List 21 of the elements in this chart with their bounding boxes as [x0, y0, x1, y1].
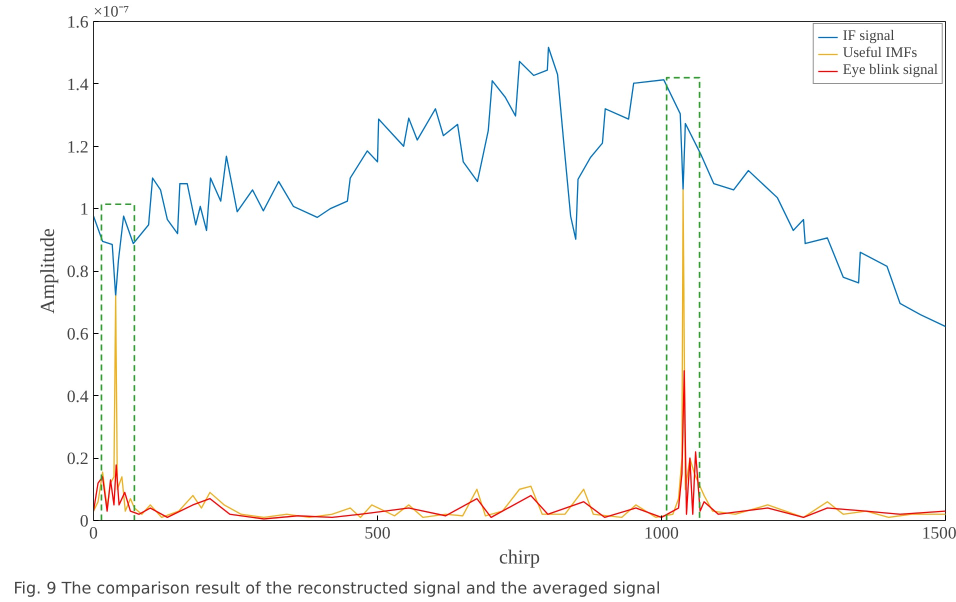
x-tick-label: 1500 [922, 524, 956, 542]
x-tick-label: 1000 [644, 524, 679, 542]
y-tick-label: 0.2 [66, 449, 89, 468]
text: ×10⁻⁷ [94, 4, 130, 20]
y-tick-label: 0 [80, 512, 89, 530]
line-series [94, 189, 946, 518]
y-tick-label: 0.8 [66, 262, 89, 281]
y-tick-label: 1.4 [66, 74, 89, 94]
legend-label: Eye blink signal [842, 62, 938, 79]
y-tick-label: 1.6 [66, 12, 89, 32]
y-tick-label: 1.2 [66, 137, 89, 156]
legend-label: IF signal [842, 28, 894, 45]
caption: Fig. 9 The comparison result of the reconstructed signal and the averaged signal [14, 578, 660, 598]
y-tick-label: 1 [80, 200, 89, 219]
y-tick-label: 0.6 [66, 324, 89, 344]
y-tick-label: 0.4 [66, 386, 89, 406]
line-series [94, 46, 946, 328]
y-axis-title: Amplitude [36, 228, 59, 314]
x-axis-title: chirp [498, 546, 540, 568]
x-tick-label: 500 [364, 524, 391, 542]
legend-label: Useful IMFs [842, 45, 918, 62]
